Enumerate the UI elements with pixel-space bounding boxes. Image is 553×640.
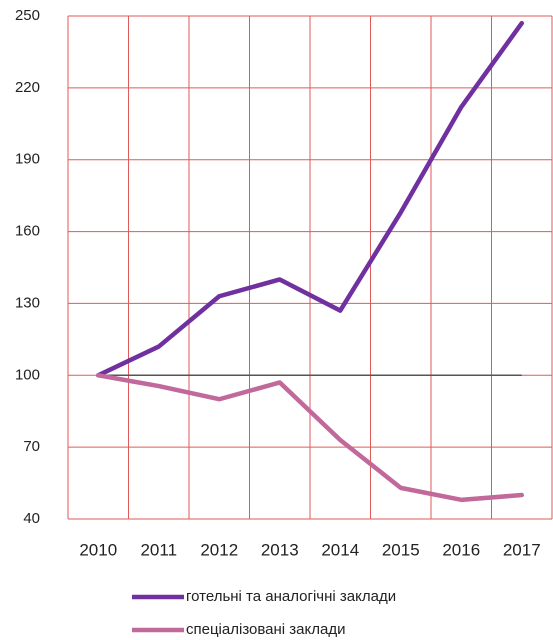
x-tick-label: 2014 xyxy=(321,540,359,559)
legend-label: готельні та аналогічні заклади xyxy=(186,588,396,605)
y-tick-label: 70 xyxy=(23,438,40,455)
y-tick-label: 130 xyxy=(15,294,40,311)
series-line xyxy=(96,373,524,503)
x-tick-label: 2013 xyxy=(261,540,299,559)
series-line xyxy=(96,20,524,378)
x-tick-label: 2015 xyxy=(382,540,420,559)
x-tick-label: 2011 xyxy=(140,540,177,559)
x-tick-label: 2016 xyxy=(442,540,480,559)
y-tick-label: 250 xyxy=(15,7,40,24)
y-tick-label: 100 xyxy=(15,366,40,383)
x-tick-label: 2017 xyxy=(503,540,541,559)
y-tick-label: 160 xyxy=(15,223,40,240)
x-tick-label: 2012 xyxy=(200,540,238,559)
legend-label: спеціалізовані заклади xyxy=(186,621,345,638)
y-tick-label: 190 xyxy=(15,151,40,168)
y-tick-label: 40 xyxy=(23,510,40,527)
y-tick-label: 220 xyxy=(15,79,40,96)
x-tick-label: 2010 xyxy=(79,540,117,559)
